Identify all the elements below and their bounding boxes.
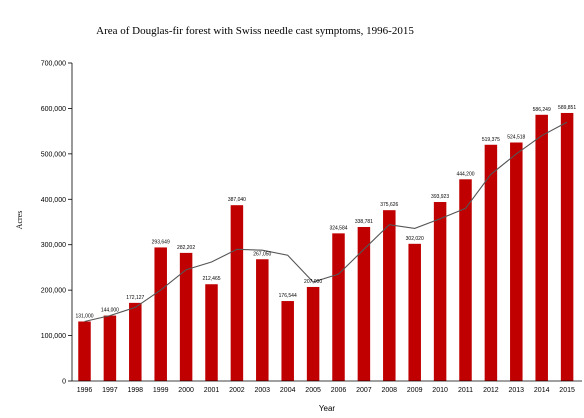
x-tick-label: 2002 xyxy=(229,387,245,394)
x-tick-label: 1997 xyxy=(102,387,118,394)
bar-value-label: 267,050 xyxy=(253,251,271,257)
x-tick-label: 2009 xyxy=(407,387,423,394)
bar-value-label: 176,544 xyxy=(279,293,297,299)
bar-value-label: 144,000 xyxy=(101,308,119,314)
y-axis: 0 100,000 200,000 300,000 400,000 500,000 600,… xyxy=(41,61,73,386)
x-tick-label: 1999 xyxy=(153,387,169,394)
bar-value-label: 293,649 xyxy=(152,239,170,245)
y-tick-label: 500,000 xyxy=(41,151,66,158)
bar-value-label: 375,626 xyxy=(380,202,398,208)
y-tick-label: 700,000 xyxy=(41,61,66,68)
chart-title: Area of Douglas-fir forest with Swiss ne… xyxy=(96,25,414,37)
y-tick-label: 400,000 xyxy=(41,197,66,204)
x-tick-label: 2006 xyxy=(331,387,347,394)
bar xyxy=(256,259,269,381)
x-tick-label: 2003 xyxy=(255,387,271,394)
y-tick-label: 0 xyxy=(62,379,66,386)
bar-value-label: 589,851 xyxy=(558,105,576,111)
bar xyxy=(230,205,244,381)
bar xyxy=(179,252,193,381)
x-tick-label: 2015 xyxy=(559,387,575,394)
bar-value-label: 212,465 xyxy=(202,276,220,282)
bar xyxy=(103,315,117,381)
bar-value-label: 524,518 xyxy=(507,135,525,141)
bar xyxy=(306,286,320,381)
bar-value-label: 393,923 xyxy=(431,194,449,200)
bar-value-label: 302,020 xyxy=(406,236,424,242)
bar xyxy=(535,114,548,381)
bar xyxy=(484,144,498,381)
bar-value-label: 444,200 xyxy=(456,171,474,177)
x-tick-label: 2000 xyxy=(178,387,194,394)
trend-line xyxy=(84,121,568,323)
bar-value-label: 324,584 xyxy=(329,225,347,231)
y-tick-label: 200,000 xyxy=(41,288,66,295)
bar-value-label: 282,202 xyxy=(177,245,195,251)
x-tick-label: 2010 xyxy=(432,387,448,394)
y-tick-label: 600,000 xyxy=(41,106,66,113)
x-tick-label: 2004 xyxy=(280,387,296,394)
bar xyxy=(383,210,396,381)
bar xyxy=(205,284,218,381)
x-tick-label: 2012 xyxy=(483,387,499,394)
x-axis: 1996 1997 1998 1999 2000 2001 2002 2003 2004 2005… xyxy=(72,380,582,394)
bar xyxy=(433,202,447,381)
x-tick-label: 2011 xyxy=(458,387,473,394)
x-tick-label: 2007 xyxy=(356,387,372,394)
bar xyxy=(154,247,167,381)
bar xyxy=(281,301,294,381)
x-tick-label: 1996 xyxy=(77,387,93,394)
bar xyxy=(408,243,421,381)
y-tick-label: 300,000 xyxy=(41,242,66,249)
bar xyxy=(78,321,91,381)
bar-value-label: 172,127 xyxy=(126,295,144,301)
bar xyxy=(357,226,371,381)
bar-value-label: 387,040 xyxy=(228,197,246,203)
x-tick-label: 2001 xyxy=(204,387,220,394)
trend-line-group xyxy=(84,121,568,323)
bar xyxy=(510,142,523,381)
bar-value-label: 586,249 xyxy=(533,107,551,113)
bars xyxy=(78,112,574,381)
y-axis-title: Acres xyxy=(15,211,24,230)
bar xyxy=(129,302,142,381)
bar-value-label: 131,000 xyxy=(75,313,93,319)
bar-value-label: 338,781 xyxy=(355,219,373,225)
x-tick-label: 1998 xyxy=(128,387,144,394)
y-tick-label: 100,000 xyxy=(41,333,66,340)
x-tick-label: 2005 xyxy=(305,387,321,394)
x-tick-label: 2013 xyxy=(509,387,525,394)
bar xyxy=(459,179,472,381)
x-tick-label: 2008 xyxy=(382,387,398,394)
x-axis-title: Year xyxy=(319,404,336,413)
bar-value-label: 519,375 xyxy=(482,137,500,143)
data-labels: 131,000 144,000 172,127 293,649 282,202 212,4… xyxy=(75,105,576,320)
bar xyxy=(332,233,345,381)
x-tick-label: 2014 xyxy=(534,387,550,394)
bar-value-label: 207,000 xyxy=(304,279,322,285)
bar xyxy=(560,112,574,381)
